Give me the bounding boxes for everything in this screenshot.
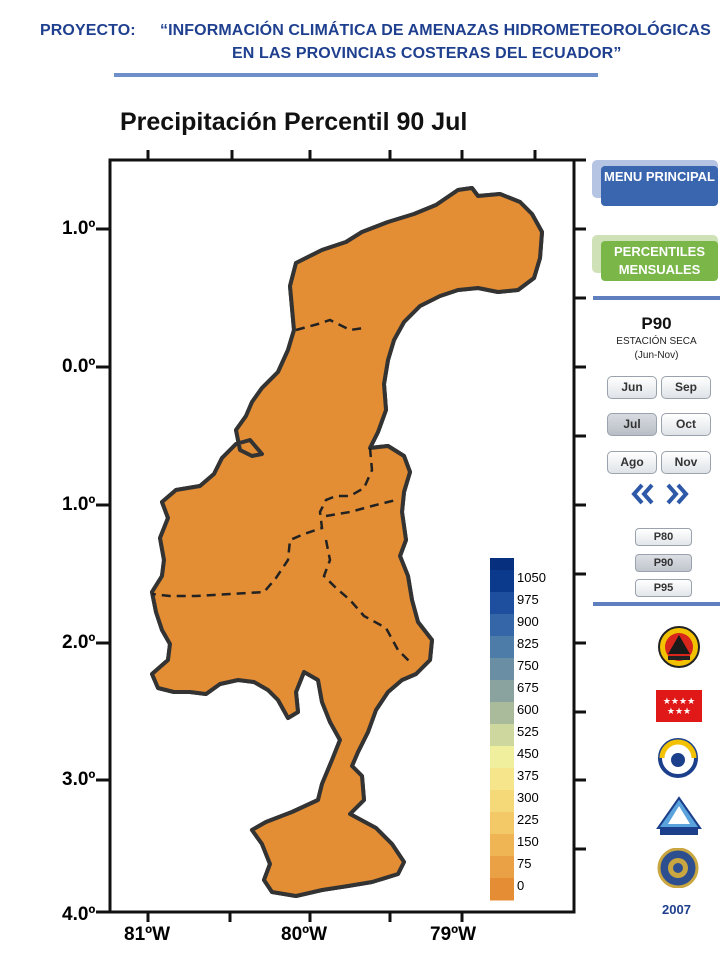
next-arrow-icon[interactable]	[666, 483, 689, 505]
legend-value-label: 975	[517, 592, 539, 607]
meteorology-logo-icon	[658, 738, 698, 778]
legend-swatch	[490, 658, 514, 681]
project-title-line1: “INFORMACIÓN CLIMÁTICA DE AMENAZAS HIDRO…	[160, 22, 711, 39]
legend-swatch	[490, 570, 514, 593]
legend-value-label: 300	[517, 790, 539, 805]
year-label: 2007	[662, 902, 691, 917]
month-button-jul[interactable]: Jul	[607, 413, 657, 436]
legend-value-label: 750	[517, 658, 539, 673]
legend-value-label: 150	[517, 834, 539, 849]
legend-swatch	[490, 834, 514, 857]
legend-swatch	[490, 790, 514, 813]
legend-swatch	[490, 768, 514, 791]
legend-value-label: 1050	[517, 570, 546, 585]
legend-swatch	[490, 812, 514, 835]
percentiles-mensuales-button[interactable]: PERCENTILES MENSUALES	[601, 241, 718, 281]
project-title-line2: EN LAS PROVINCIAS COSTERAS DEL ECUADOR”	[232, 45, 622, 62]
legend-swatch	[490, 614, 514, 637]
legend-value-label: 900	[517, 614, 539, 629]
sidebar-divider-bottom	[593, 602, 720, 606]
flag-logo-icon: ★★★★ ★★★	[656, 690, 702, 722]
lat-label-1s: 1.0º	[62, 494, 96, 515]
legend-swatch	[490, 746, 514, 769]
legend-swatch	[490, 680, 514, 703]
percentile-title: P90	[641, 314, 672, 333]
lat-label-4s: 4.0º	[62, 904, 96, 925]
percentile-button-p95[interactable]: P95	[635, 579, 692, 597]
lon-label-81w: 81ºW	[124, 924, 171, 945]
project-label: PROYECTO:	[40, 22, 136, 39]
legend-value-label: 375	[517, 768, 539, 783]
menu-principal-button[interactable]: MENU PRINCIPAL	[601, 166, 718, 206]
percentile-button-p90[interactable]: P90	[635, 554, 692, 572]
season-label: ESTACIÓN SECA	[616, 336, 697, 347]
legend-value-label: 75	[517, 856, 532, 871]
province-boundaries	[151, 318, 413, 665]
legend-value-label: 450	[517, 746, 539, 761]
svg-text:★★★: ★★★	[667, 707, 691, 717]
legend-swatch-top	[490, 558, 514, 570]
map-ticks	[96, 150, 586, 922]
legend-value-label: 600	[517, 702, 539, 717]
legend-swatch	[490, 592, 514, 615]
legend-value-label: 825	[517, 636, 539, 651]
percentile-button-p80[interactable]: P80	[635, 528, 692, 546]
header-divider	[114, 73, 598, 77]
legend-value-label: 0	[517, 878, 525, 893]
lat-label-0: 0.0º	[62, 356, 96, 377]
legend-swatch	[490, 702, 514, 725]
legend-colorbar	[490, 558, 514, 901]
legend-value-label: 675	[517, 680, 539, 695]
legend-value-label: 225	[517, 812, 539, 827]
civil-defense-logo-icon	[658, 626, 700, 668]
month-button-nov[interactable]: Nov	[661, 451, 711, 474]
map-frame-border	[108, 158, 576, 914]
sidebar-divider-top	[593, 296, 720, 300]
season-range: (Jun-Nov)	[634, 350, 679, 361]
lat-label-1n: 1.0º	[62, 218, 96, 239]
svg-text:★★★★: ★★★★	[663, 697, 695, 707]
lat-label-3s: 3.0º	[62, 769, 96, 790]
legend-swatch	[490, 878, 514, 901]
legend-swatch	[490, 636, 514, 659]
month-button-sep[interactable]: Sep	[661, 376, 711, 399]
map-title: Precipitación Percentil 90 Jul	[120, 108, 468, 136]
navy-logo-icon	[657, 848, 699, 888]
legend-swatch	[490, 856, 514, 879]
inamhi-logo-icon	[656, 796, 702, 835]
lon-label-79w: 79ºW	[430, 924, 477, 945]
month-button-jun[interactable]: Jun	[607, 376, 657, 399]
lon-label-80w: 80ºW	[281, 924, 328, 945]
prev-arrow-icon[interactable]	[631, 483, 654, 505]
legend-value-label: 525	[517, 724, 539, 739]
legend-swatch	[490, 724, 514, 747]
lat-label-2s: 2.0º	[62, 632, 96, 653]
month-button-ago[interactable]: Ago	[607, 451, 657, 474]
month-button-oct[interactable]: Oct	[661, 413, 711, 436]
month-nav-arrows	[631, 483, 689, 505]
